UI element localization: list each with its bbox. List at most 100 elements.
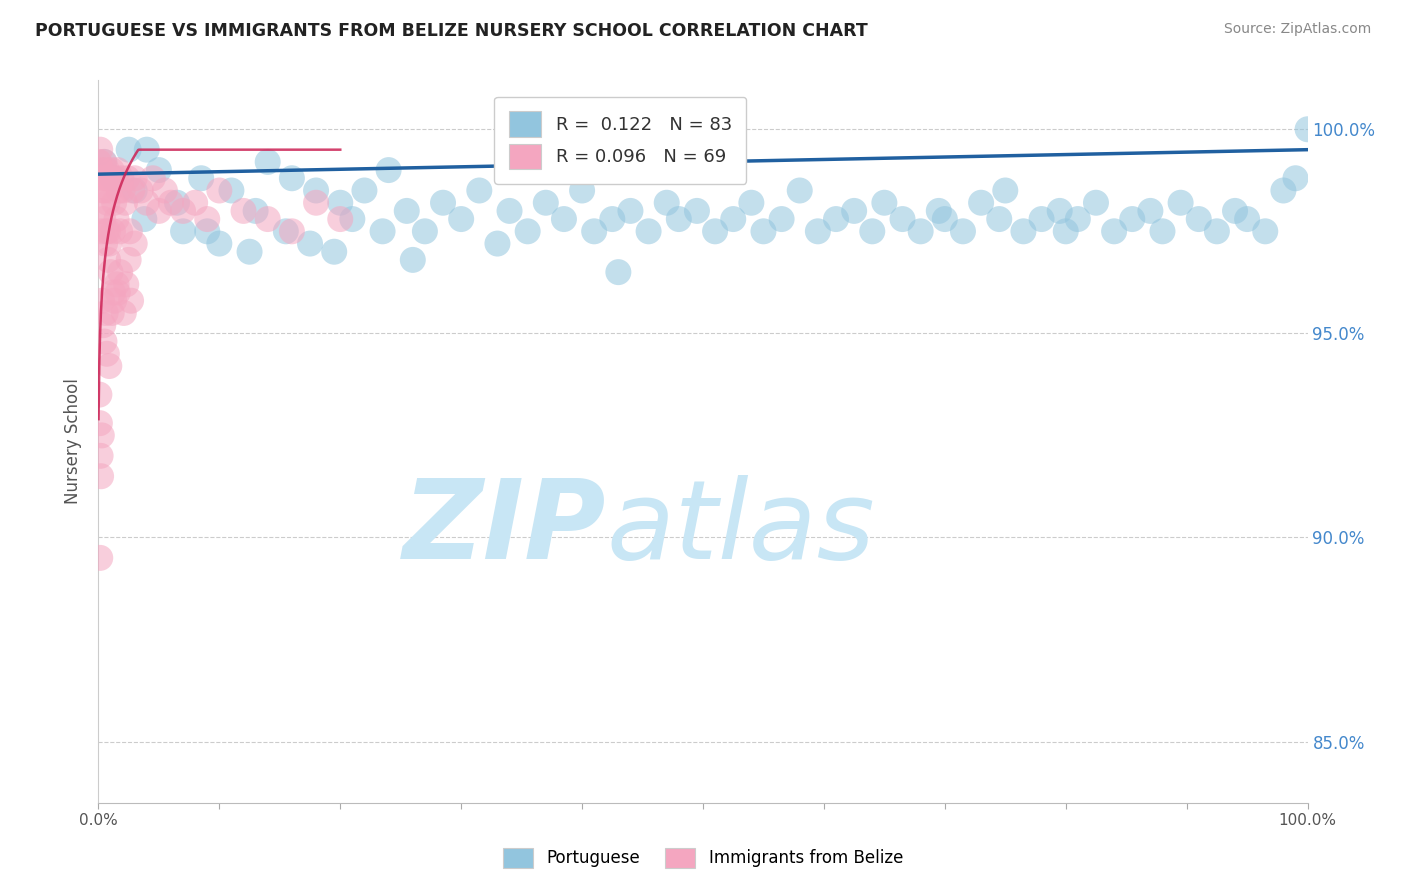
Point	[1254, 224, 1277, 238]
Point	[87, 155, 110, 169]
Point	[994, 184, 1017, 198]
Point	[142, 171, 165, 186]
Point	[928, 203, 950, 218]
Point	[89, 550, 111, 565]
Point	[108, 184, 131, 198]
Point	[135, 143, 157, 157]
Point	[668, 212, 690, 227]
Point	[221, 184, 243, 198]
Point	[970, 195, 993, 210]
Point	[124, 171, 146, 186]
Point	[115, 277, 138, 292]
Point	[571, 184, 593, 198]
Point	[208, 236, 231, 251]
Point	[172, 203, 194, 218]
Point	[114, 195, 136, 210]
Point	[1152, 224, 1174, 238]
Text: atlas: atlas	[606, 475, 875, 582]
Point	[432, 195, 454, 210]
Point	[118, 252, 141, 267]
Text: Source: ZipAtlas.com: Source: ZipAtlas.com	[1223, 22, 1371, 37]
Point	[934, 212, 956, 227]
Point	[256, 155, 278, 169]
Point	[232, 203, 254, 218]
Point	[619, 203, 641, 218]
Point	[299, 236, 322, 251]
Point	[704, 224, 727, 238]
Point	[486, 236, 509, 251]
Point	[1139, 203, 1161, 218]
Point	[1284, 171, 1306, 186]
Legend: R =  0.122   N = 83, R = 0.096   N = 69: R = 0.122 N = 83, R = 0.096 N = 69	[495, 96, 747, 184]
Point	[89, 143, 111, 157]
Point	[1085, 195, 1108, 210]
Point	[134, 212, 156, 227]
Point	[135, 195, 157, 210]
Point	[110, 171, 132, 186]
Point	[90, 224, 112, 238]
Point	[686, 203, 709, 218]
Point	[740, 195, 762, 210]
Point	[96, 163, 118, 178]
Point	[90, 428, 112, 442]
Point	[97, 224, 120, 238]
Point	[602, 212, 624, 227]
Point	[1049, 203, 1071, 218]
Point	[93, 334, 115, 349]
Point	[166, 195, 188, 210]
Point	[1188, 212, 1211, 227]
Y-axis label: Nursery School: Nursery School	[65, 378, 83, 505]
Point	[1206, 224, 1229, 238]
Point	[208, 184, 231, 198]
Point	[101, 171, 124, 186]
Point	[274, 224, 297, 238]
Text: ZIP: ZIP	[402, 475, 606, 582]
Point	[160, 195, 183, 210]
Point	[789, 184, 811, 198]
Point	[94, 236, 117, 251]
Point	[1236, 212, 1258, 227]
Point	[844, 203, 866, 218]
Point	[256, 212, 278, 227]
Point	[172, 224, 194, 238]
Point	[118, 143, 141, 157]
Point	[723, 212, 745, 227]
Point	[148, 203, 170, 218]
Point	[94, 306, 117, 320]
Point	[413, 224, 436, 238]
Point	[323, 244, 346, 259]
Point	[305, 195, 328, 210]
Point	[1054, 224, 1077, 238]
Point	[1223, 203, 1246, 218]
Point	[988, 212, 1011, 227]
Point	[534, 195, 557, 210]
Point	[1121, 212, 1143, 227]
Point	[498, 203, 520, 218]
Point	[124, 184, 146, 198]
Point	[121, 184, 143, 198]
Point	[129, 184, 152, 198]
Point	[342, 212, 364, 227]
Point	[89, 171, 111, 186]
Point	[107, 285, 129, 300]
Text: PORTUGUESE VS IMMIGRANTS FROM BELIZE NURSERY SCHOOL CORRELATION CHART: PORTUGUESE VS IMMIGRANTS FROM BELIZE NUR…	[35, 22, 868, 40]
Point	[195, 212, 218, 227]
Point	[91, 212, 114, 227]
Point	[184, 195, 207, 210]
Point	[94, 171, 117, 186]
Point	[108, 265, 131, 279]
Point	[873, 195, 896, 210]
Point	[655, 195, 678, 210]
Point	[637, 224, 659, 238]
Point	[353, 184, 375, 198]
Point	[103, 195, 125, 210]
Point	[1296, 122, 1319, 136]
Point	[97, 252, 120, 267]
Point	[148, 163, 170, 178]
Point	[108, 224, 131, 238]
Point	[607, 265, 630, 279]
Point	[118, 224, 141, 238]
Point	[111, 184, 134, 198]
Point	[96, 347, 118, 361]
Point	[112, 306, 135, 320]
